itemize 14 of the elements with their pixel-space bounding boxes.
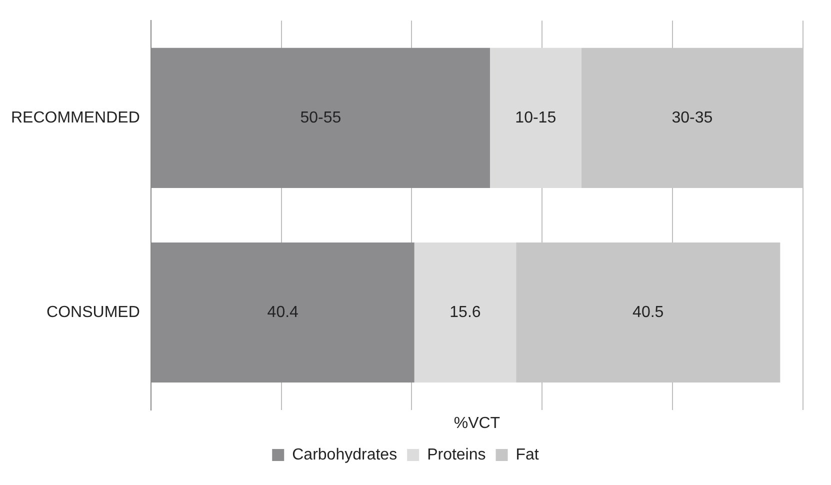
bar — [490, 48, 582, 188]
legend-label: Proteins — [427, 446, 486, 464]
data-label: 40.5 — [632, 304, 664, 321]
data-label: 50-55 — [300, 109, 342, 126]
x-axis-title: %VCT — [454, 414, 500, 432]
data-label: 10-15 — [515, 109, 556, 126]
data-label: 40.4 — [267, 304, 299, 321]
y-tick-label: CONSUMED — [46, 304, 140, 321]
data-label: 15.6 — [450, 304, 481, 321]
legend-label: Carbohydrates — [292, 446, 398, 464]
legend-label: Fat — [516, 446, 540, 464]
data-label: 30-35 — [672, 109, 713, 126]
y-tick-label: RECOMMENDED — [11, 109, 140, 126]
bar — [414, 242, 516, 383]
